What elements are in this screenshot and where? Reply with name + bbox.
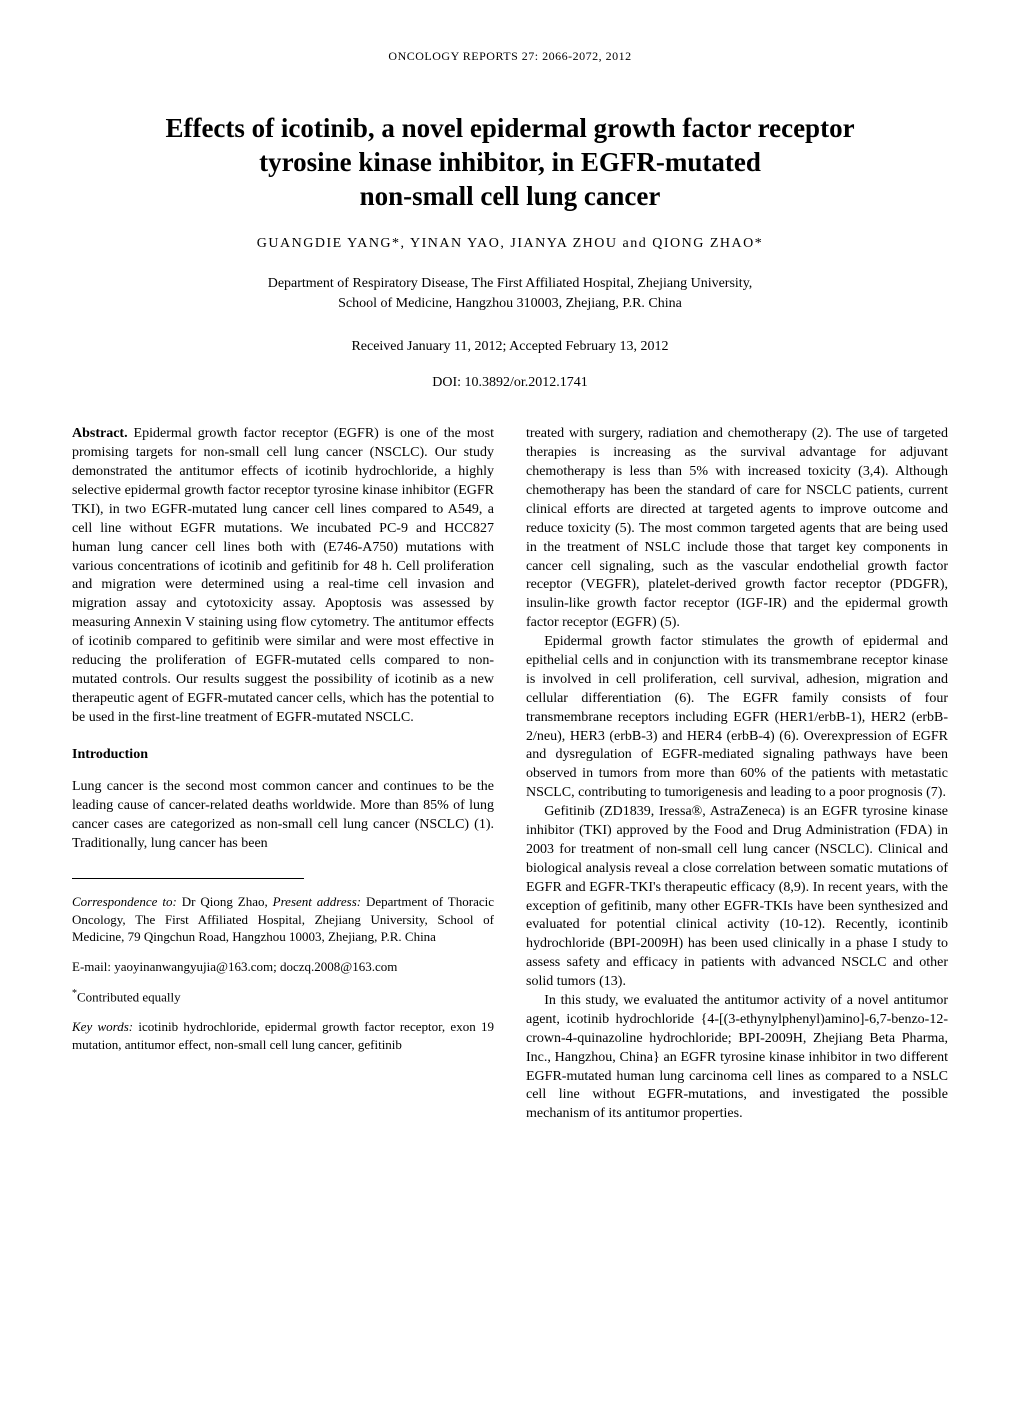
keywords-footnote: Key words: icotinib hydrochloride, epide… [72,1018,494,1053]
abstract-paragraph: Abstract. Epidermal growth factor recept… [72,425,494,727]
intro-paragraph-3: Gefitinib (ZD1839, Iressa®, AstraZeneca)… [526,803,948,992]
received-accepted-dates: Received January 11, 2012; Accepted Febr… [72,338,948,357]
abstract-text: Epidermal growth factor receptor (EGFR) … [72,426,494,724]
right-column: treated with surgery, radiation and chem… [526,425,948,1124]
correspondence-footnote: Correspondence to: Dr Qiong Zhao, Presen… [72,893,494,946]
keywords-label: Key words: [72,1019,133,1034]
correspondence-label: Correspondence to: [72,894,177,909]
present-address-label: Present address: [273,894,361,909]
doi: DOI: 10.3892/or.2012.1741 [72,374,948,393]
correspondence-name: Dr Qiong Zhao, [177,894,273,909]
article-title: Effects of icotinib, a novel epidermal g… [72,112,948,213]
intro-paragraph-1-left: Lung cancer is the second most common ca… [72,778,494,854]
title-line-1: Effects of icotinib, a novel epidermal g… [165,113,854,143]
title-line-2: tyrosine kinase inhibitor, in EGFR-mutat… [259,147,761,177]
abstract-label: Abstract. [72,426,128,441]
authors-list: GUANGDIE YANG*, YINAN YAO, JIANYA ZHOU a… [72,235,948,254]
title-line-3: non-small cell lung cancer [360,181,661,211]
affiliation-line-2: School of Medicine, Hangzhou 310003, Zhe… [338,296,682,311]
keywords-text: icotinib hydrochloride, epidermal growth… [72,1019,494,1052]
intro-paragraph-1-right: treated with surgery, radiation and chem… [526,425,948,633]
introduction-heading: Introduction [72,746,494,765]
affiliation: Department of Respiratory Disease, The F… [72,274,948,313]
contributed-footnote: *Contributed equally [72,987,494,1006]
intro-paragraph-4: In this study, we evaluated the antitumo… [526,992,948,1124]
two-column-body: Abstract. Epidermal growth factor recept… [72,425,948,1124]
footnote-divider [72,878,304,879]
journal-header: ONCOLOGY REPORTS 27: 2066-2072, 2012 [72,48,948,64]
intro-paragraph-2: Epidermal growth factor stimulates the g… [526,633,948,803]
email-footnote: E-mail: yaoyinanwangyujia@163.com; doczq… [72,958,494,976]
contributed-text: Contributed equally [77,990,181,1005]
left-column: Abstract. Epidermal growth factor recept… [72,425,494,1124]
affiliation-line-1: Department of Respiratory Disease, The F… [268,276,753,291]
